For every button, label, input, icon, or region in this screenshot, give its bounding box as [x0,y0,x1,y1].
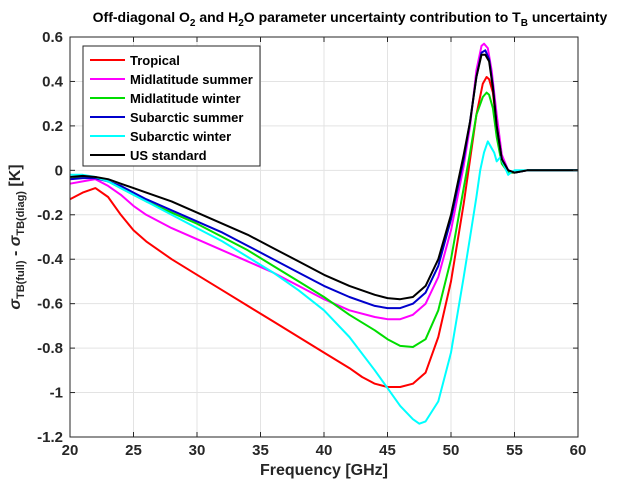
x-tick-label: 30 [189,442,206,459]
subscript-text: TB(full) [15,260,27,299]
ticks [69,36,579,438]
legend-label-subarctic-winter: Subarctic winter [130,129,231,144]
legend-label-midlatitude-winter: Midlatitude winter [130,91,241,106]
x-tick-label: 50 [443,442,460,459]
chart-title: Off-diagonal O2 and H2O parameter uncert… [93,9,608,29]
x-tick-label: 25 [125,442,142,459]
text-segment: O parameter uncertainty contribution to … [244,9,521,25]
x-tick-label: 20 [62,442,79,459]
x-tick-label: 55 [506,442,523,459]
legend-label-us-standard: US standard [130,148,207,163]
legend-label-subarctic-summer: Subarctic summer [130,110,243,125]
text-segment: σ [7,234,24,246]
y-tick-label: -0.8 [37,340,63,357]
subscript-text: 2 [190,18,196,29]
subscript-text: TB(diag) [15,191,27,236]
y-tick-label: 0.2 [42,118,63,135]
subscript-text: 2 [238,18,244,29]
series-line-subarctic-winter [70,140,578,425]
legend-label-midlatitude-summer: Midlatitude summer [130,72,253,87]
legend: Tropical Midlatitude summer Midlatitude wi… [82,45,261,167]
text-segment: and H [195,9,238,25]
y-tick-label: 0.6 [42,29,63,46]
subscript-text: B [521,18,528,29]
x-tick-label: 35 [252,442,269,459]
y-tick-label: -0.6 [37,296,63,313]
x-tick-label: 40 [316,442,333,459]
series-line-us-standard [69,53,578,301]
x-axis-title: Frequency [GHz] [260,462,388,479]
text-segment: - [7,246,24,260]
y-tick-label: -1 [50,385,63,402]
text-segment: uncertainty [528,9,608,25]
text-segment: Off-diagonal O [93,9,190,25]
y-tick-label: -1.2 [37,429,63,446]
x-tick-label: 60 [570,442,587,459]
x-tick-labels: 20 25 30 35 40 45 50 55 60 [62,442,587,459]
y-tick-label: 0 [55,162,63,179]
y-tick-label: -0.2 [37,207,63,224]
legend-label-tropical: Tropical [130,53,180,68]
y-tick-labels: 0.6 0.4 0.2 0 -0.2 -0.4 -0.6 -0.8 -1 -1.2 [37,29,64,446]
y-tick-label: -0.4 [37,251,64,268]
series-lines [69,42,578,425]
x-tick-label: 45 [379,442,396,459]
y-tick-label: 0.4 [42,73,64,90]
legend-box [82,45,261,167]
text-segment: σ [7,298,24,310]
y-axis-title: σTB(full) - σTB(diag) [K] [7,164,27,309]
text-segment: [K] [7,164,24,191]
